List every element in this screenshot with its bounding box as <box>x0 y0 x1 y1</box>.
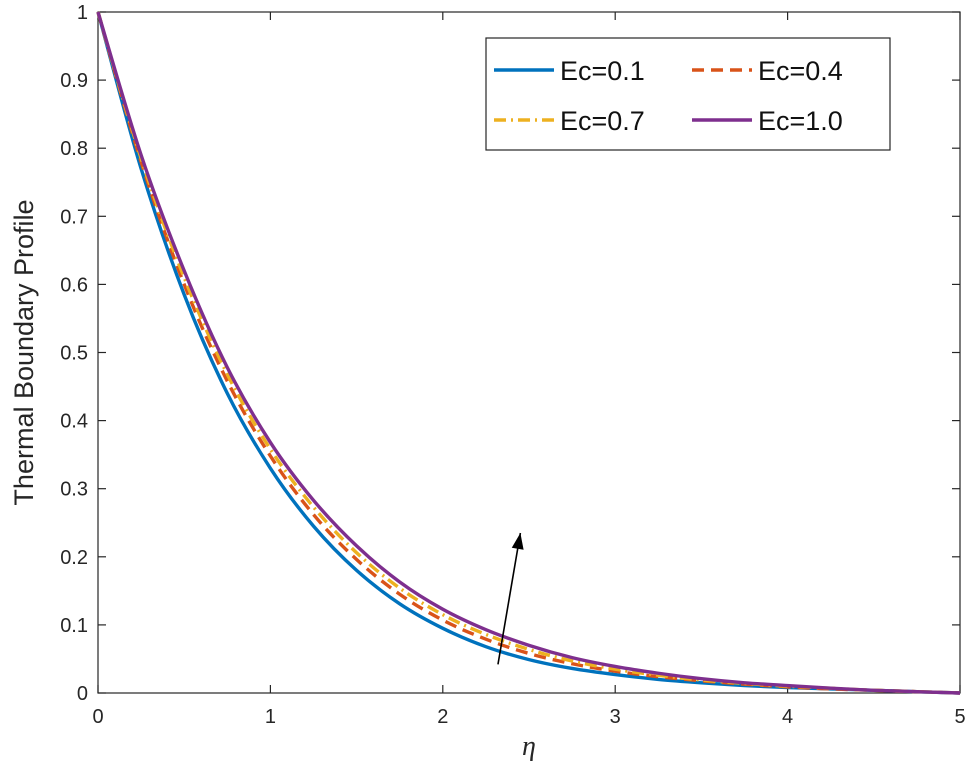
legend-label-1: Ec=0.1 <box>560 56 645 86</box>
y-tick-label: 0.1 <box>60 615 88 637</box>
y-tick-label: 0.6 <box>60 274 88 296</box>
y-axis-label: Thermal Boundary Profile <box>9 199 39 505</box>
legend-label-4: Ec=1.0 <box>758 106 843 136</box>
legend: Ec=0.1 Ec=0.4 Ec=0.7 Ec=1.0 <box>485 37 891 151</box>
y-tick-label: 0.3 <box>60 479 88 501</box>
series-lines <box>96 11 961 695</box>
trend-arrow <box>497 532 524 665</box>
x-tick-label: 3 <box>610 706 621 728</box>
arrow-head <box>511 532 524 550</box>
x-axis-label: η <box>522 731 536 762</box>
series-line-4 <box>96 11 961 695</box>
y-tick-label: 0.9 <box>60 70 88 92</box>
legend-label-2: Ec=0.4 <box>758 56 843 86</box>
y-axis-ticks: 0 0.1 0.2 0.3 0.4 0.5 0.6 0.7 0.8 0.9 1 <box>60 2 960 705</box>
legend-label-3: Ec=0.7 <box>560 106 645 136</box>
x-tick-label: 2 <box>437 706 448 728</box>
y-tick-label: 0.4 <box>60 411 88 433</box>
x-axis-ticks: 0 1 2 3 4 5 <box>92 12 966 728</box>
x-tick-label: 1 <box>265 706 276 728</box>
y-tick-label: 0.8 <box>60 138 88 160</box>
x-tick-label: 4 <box>782 706 793 728</box>
x-tick-label: 0 <box>92 706 103 728</box>
x-tick-label: 5 <box>954 706 965 728</box>
y-tick-label: 0.2 <box>60 547 88 569</box>
legend-box <box>485 37 891 151</box>
y-tick-label: 1 <box>77 2 88 24</box>
y-tick-label: 0.7 <box>60 206 88 228</box>
arrow-shaft <box>497 532 522 665</box>
y-tick-label: 0.5 <box>60 343 88 365</box>
y-tick-label: 0 <box>77 683 88 705</box>
